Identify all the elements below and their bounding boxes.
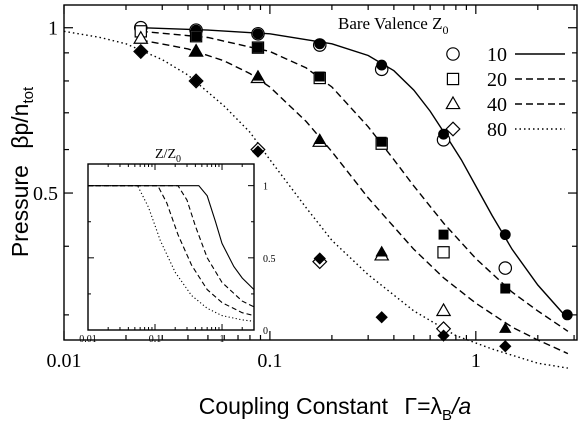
data-point-filled-z10 (561, 309, 573, 321)
legend-marker-z20 (446, 72, 460, 86)
inset-frame (87, 163, 255, 331)
data-point-filled-z20 (438, 229, 449, 240)
inset-title: Z/Z0 (155, 147, 181, 165)
data-point-filled-z10 (314, 38, 326, 50)
data-point-filled-z40 (375, 245, 388, 257)
legend-marker-z80 (445, 121, 461, 137)
legend-title: Bare Valence Z0 (338, 14, 448, 37)
legend-label: 10 (487, 44, 507, 66)
data-point-filled-z40 (189, 44, 203, 56)
legend-marker-z40 (445, 95, 461, 110)
inset-curves (88, 185, 255, 322)
inset-line-z10 (88, 185, 255, 290)
svg-text:Pressure βp/ntot: Pressure βp/ntot (7, 86, 37, 257)
inset-ticks: 0.01 0.1 1 0 0.5 1 (79, 164, 276, 345)
data-point-open-z20 (437, 246, 450, 259)
data-point-filled-z20 (253, 42, 263, 53)
y-axis-title: Pressure (7, 165, 33, 257)
data-point-filled-z10 (376, 59, 388, 71)
x-axis-title: Coupling Constant (199, 393, 389, 419)
data-point-open-z40 (133, 30, 149, 44)
data-point-filled-z80 (499, 340, 512, 353)
data-point-filled-z20 (314, 71, 325, 82)
inset-x-tick-label: 0.1 (149, 334, 162, 345)
data-point-filled-z40 (251, 69, 265, 81)
y-tick-label: 0.5 (33, 183, 58, 205)
data-point-filled-z80 (189, 74, 203, 88)
series-line-z40 (140, 39, 569, 355)
inset-line-z80 (88, 185, 255, 322)
legend-marker-z10 (446, 47, 460, 61)
data-point-open-z40 (435, 302, 452, 317)
main-points (133, 20, 573, 353)
inset-line-z20 (88, 185, 255, 308)
x-axis-subscript: B (442, 407, 452, 424)
x-axis-tail: /a (450, 393, 471, 419)
data-point-filled-z40 (313, 133, 326, 144)
x-tick-label: 0.1 (257, 350, 282, 372)
inset-chart: 0.01 0.1 1 0 0.5 1 Z/Z0 (79, 147, 275, 345)
x-axis-label: Coupling Constant Γ=λB/a (199, 393, 471, 424)
data-point-filled-z10 (499, 229, 511, 241)
y-axis-subscript: tot (20, 86, 37, 104)
main-plot-frame (63, 4, 578, 341)
data-point-filled-z80 (251, 145, 265, 158)
data-point-filled-z20 (500, 283, 511, 294)
inset-y-tick-label: 1 (263, 182, 268, 193)
legend-label: 80 (487, 119, 507, 141)
x-axis-symbol: Γ=λ (404, 393, 442, 419)
data-point-filled-z10 (438, 128, 449, 140)
data-point-filled-z80 (313, 252, 326, 265)
data-point-filled-z80 (134, 45, 147, 58)
x-tick-label: 0.01 (47, 350, 82, 372)
x-tick-label: 1 (471, 350, 481, 372)
inset-y-tick-label: 0.5 (263, 254, 276, 265)
legend-label: 40 (487, 94, 507, 116)
legend: Bare Valence Z0 10 20 40 80 (338, 14, 565, 141)
data-point-filled-z20 (191, 31, 202, 42)
main-ticks: 0.01 0.1 1 0.5 1 (33, 5, 577, 372)
y-tick-label: 1 (48, 18, 58, 40)
data-point-filled-z80 (375, 311, 388, 324)
inset-x-tick-label: 0.01 (79, 334, 97, 345)
data-point-filled-z40 (499, 322, 512, 333)
data-point-open-z10 (498, 261, 513, 275)
data-point-filled-z10 (252, 28, 264, 40)
legend-label: 20 (487, 69, 507, 91)
legend-entries: 10 20 40 80 (445, 44, 565, 141)
series-line-z20 (140, 30, 569, 332)
inset-x-tick-label: 1 (220, 334, 225, 345)
y-axis-label: Pressure βp/ntot (7, 86, 37, 257)
data-point-filled-z20 (376, 136, 387, 147)
inset-line-z40 (88, 185, 255, 317)
inset-y-tick-label: 0 (263, 326, 268, 337)
y-axis-symbol: βp/n (7, 104, 33, 149)
